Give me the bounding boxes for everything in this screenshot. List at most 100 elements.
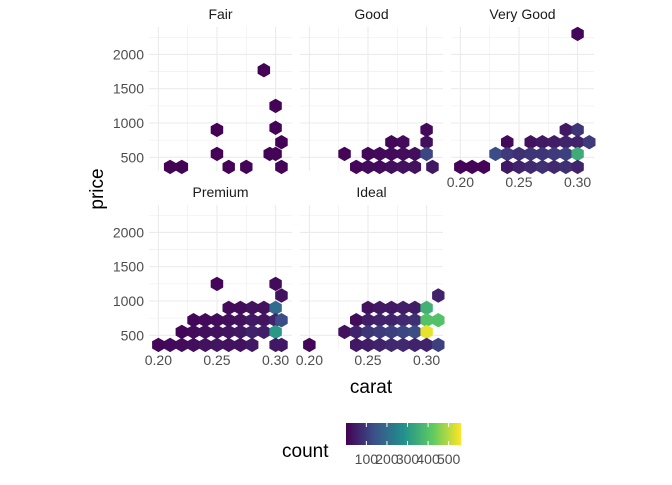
hex-bin	[257, 313, 271, 328]
hex-bin	[583, 135, 596, 150]
x-tick-label: 0.20	[296, 352, 323, 368]
hex-bin	[275, 135, 288, 150]
y-tick-label: 500	[121, 149, 145, 165]
hex-bin	[373, 324, 386, 340]
hex-bin	[559, 122, 573, 138]
legend-tick-label: 300	[396, 451, 420, 467]
hex-bin	[210, 146, 224, 162]
x-tick-label: 0.30	[413, 352, 440, 368]
hex-bin	[245, 300, 259, 316]
hex-bin	[210, 276, 224, 292]
hex-bin	[269, 146, 282, 162]
facet-panel-good: Good	[300, 6, 443, 175]
hex-bin	[240, 159, 253, 175]
legend-title: count	[282, 441, 329, 462]
hex-bin	[396, 159, 410, 175]
hex-bin	[303, 337, 316, 353]
hex-bin	[420, 313, 433, 328]
hex-bin	[175, 324, 189, 340]
hex-bin	[408, 300, 422, 316]
hex-bin	[536, 135, 549, 150]
hex-bin	[420, 146, 433, 162]
hex-bin	[373, 146, 386, 162]
hex-bin	[385, 146, 398, 162]
hex-bin	[269, 324, 282, 340]
hex-bin	[234, 300, 247, 316]
hex-bin	[269, 120, 282, 135]
hex-bin	[408, 337, 422, 353]
facet-panel-premium: Premium 500 1000 1500 2000 0.20 0.25 0.30	[113, 184, 292, 368]
hex-bin	[350, 324, 363, 340]
legend-tick-label: 200	[375, 451, 399, 467]
hex-bin	[152, 337, 165, 353]
hex-bin	[245, 313, 259, 328]
hex-bin	[245, 337, 259, 353]
hex-bin	[536, 146, 549, 162]
hex-bin	[275, 313, 288, 328]
facet-panel-fair: Fair 500 1000 1500 2000	[113, 6, 292, 175]
legend-tick-label: 100	[355, 451, 379, 467]
x-tick-label: 0.30	[262, 352, 289, 368]
hex-bin	[420, 324, 433, 340]
hex-bin	[501, 135, 514, 150]
hex-bin	[373, 159, 386, 175]
hex-bin	[222, 324, 235, 340]
hex-bin	[408, 159, 422, 175]
y-tick-label: 2000	[113, 224, 144, 240]
hex-bin	[512, 159, 526, 175]
hex-bin	[373, 337, 386, 353]
hex-bin	[222, 159, 235, 175]
hex-bin	[396, 313, 410, 328]
facet-strip-label: Good	[354, 6, 388, 22]
hex-bin	[536, 159, 549, 175]
hex-bin	[396, 324, 410, 340]
x-tick-label: 0.30	[564, 174, 591, 190]
y-tick-label: 1500	[113, 81, 144, 97]
hex-bin	[361, 146, 375, 162]
hex-bin	[559, 135, 573, 150]
y-tick-label: 1000	[113, 293, 144, 309]
hex-bin	[385, 300, 398, 316]
hex-bin	[199, 337, 212, 353]
x-axis-title: carat	[350, 377, 393, 398]
hex-bin	[257, 300, 271, 316]
hex-bin	[373, 313, 386, 328]
facet-strip-label: Ideal	[356, 184, 386, 200]
hex-bin	[385, 135, 398, 150]
hex-bin	[187, 337, 200, 353]
hex-bin	[350, 337, 363, 353]
facet-panel-very-good: Very Good 0.20 0.25 0.30	[447, 6, 596, 190]
hex-bin	[571, 146, 584, 162]
hex-bin	[187, 324, 200, 340]
hex-bin	[385, 324, 398, 340]
x-tick-label: 0.25	[354, 352, 381, 368]
hex-bin	[222, 313, 235, 328]
hex-bin	[175, 159, 189, 175]
legend-colorbar	[346, 423, 461, 445]
hex-bin	[559, 146, 573, 162]
hex-bin	[512, 146, 526, 162]
hex-bin	[338, 146, 351, 162]
hex-bin	[163, 159, 177, 175]
hex-bin	[524, 135, 537, 150]
hex-bin	[210, 337, 224, 353]
hex-bin	[210, 313, 224, 328]
hex-bin	[234, 324, 247, 340]
hex-bin	[408, 313, 422, 328]
hex-bin	[222, 300, 235, 316]
facet-strip-label: Premium	[192, 184, 248, 200]
x-tick-label: 0.20	[447, 174, 474, 190]
hex-bin	[571, 135, 584, 150]
hex-bin	[408, 324, 422, 340]
hex-bin	[385, 313, 398, 328]
hex-bin	[547, 146, 561, 162]
hex-bin	[432, 313, 445, 328]
hex-bin	[501, 159, 514, 175]
hex-bin	[361, 324, 375, 340]
hex-bin	[426, 159, 439, 175]
hex-bin	[350, 159, 363, 175]
facet-strip-label: Fair	[208, 6, 232, 22]
hex-bin	[432, 337, 445, 353]
x-tick-label: 0.25	[203, 352, 230, 368]
